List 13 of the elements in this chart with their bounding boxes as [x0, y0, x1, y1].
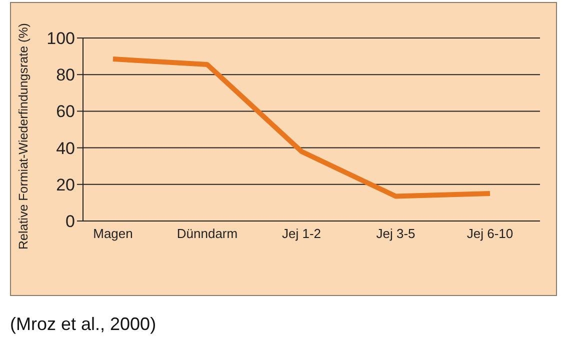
y-tick-label: 60	[56, 102, 75, 122]
y-axis-title: Relative Formiat-Wiederfindungsrate (%)	[16, 23, 30, 250]
x-tick-label: Dünndarm	[176, 226, 238, 242]
y-tick-label: 0	[66, 212, 75, 232]
y-tick-label: 80	[56, 66, 75, 85]
x-tick-label: Jej 1-2	[282, 226, 322, 242]
y-tick-label: 100	[46, 29, 75, 48]
y-tick-label: 40	[56, 138, 75, 158]
x-tick-label: Jej 3-5	[376, 226, 416, 242]
y-tick-label: 20	[56, 175, 75, 194]
x-tick-label: Magen	[93, 226, 133, 242]
text: (Mroz et al., 2000)	[10, 314, 156, 335]
x-tick-label: Jej 6-10	[466, 226, 514, 242]
